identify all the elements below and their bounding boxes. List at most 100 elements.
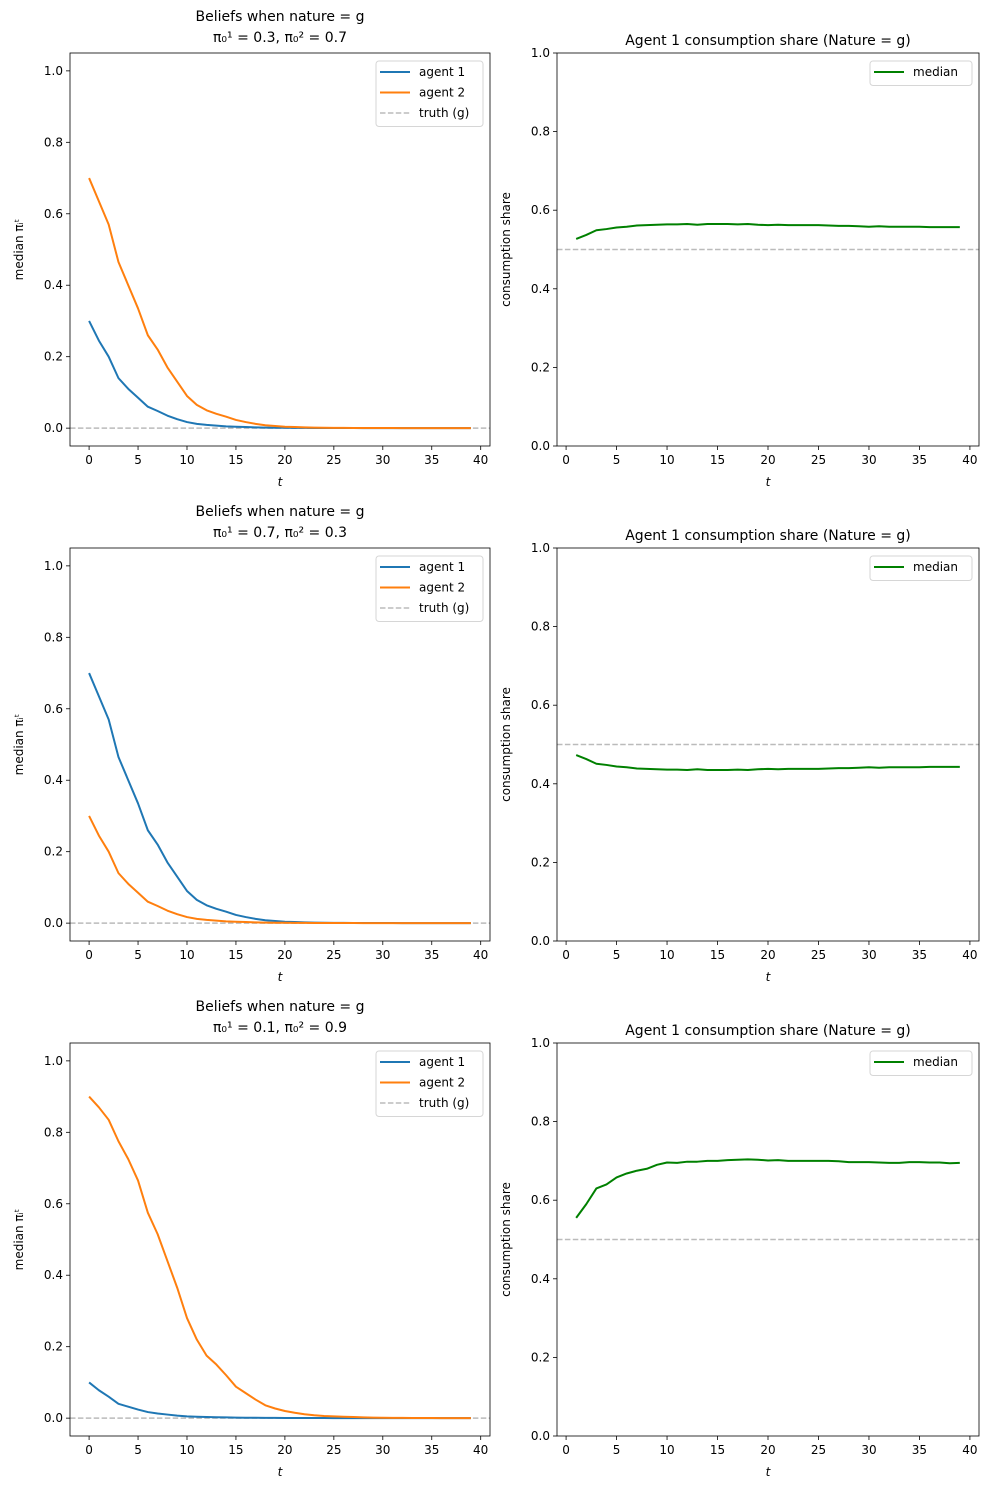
axes-frame	[69, 547, 491, 942]
x-tick-label: 0	[562, 453, 570, 467]
y-tick-label: 1.0	[531, 541, 550, 555]
x-tick-label: 15	[228, 1443, 243, 1457]
y-tick-label: 0.8	[44, 630, 63, 644]
x-tick-label: 25	[326, 453, 341, 467]
y-tick-label: 0.2	[44, 1340, 63, 1354]
axes-frame	[69, 1042, 491, 1437]
x-axis-label: t	[278, 475, 284, 489]
y-tick-label: 0.0	[531, 1429, 550, 1443]
x-tick-label: 25	[811, 453, 826, 467]
axes-frame	[69, 52, 491, 447]
y-tick-label: 0.6	[531, 698, 550, 712]
series-line-agent-2	[88, 815, 471, 925]
x-tick-label: 0	[85, 948, 93, 962]
x-tick-label: 0	[562, 948, 570, 962]
y-tick-label: 0.8	[531, 1115, 550, 1129]
subplot-1: Beliefs when nature = g π₀¹ = 0.3, π₀² = …	[12, 9, 491, 489]
chart-subtitle: π₀¹ = 0.3, π₀² = 0.7	[213, 30, 347, 46]
x-tick-label: 0	[85, 1443, 93, 1457]
x-tick-label: 40	[473, 948, 488, 962]
axes-frame	[556, 1042, 980, 1437]
chart-title: Agent 1 consumption share (Nature = g)	[625, 1023, 911, 1039]
y-tick-label: 0.4	[44, 1268, 63, 1282]
x-tick-label: 20	[760, 453, 775, 467]
x-tick-label: 40	[962, 948, 977, 962]
x-tick-label: 35	[912, 453, 927, 467]
x-axis-label: t	[766, 1465, 772, 1479]
x-tick-label: 20	[277, 1443, 292, 1457]
y-axis-label: consumption share	[499, 192, 513, 307]
legend-label: agent 2	[419, 1076, 465, 1090]
x-tick-label: 10	[659, 453, 674, 467]
y-tick-label: 0.6	[44, 207, 63, 221]
y-axis-label: median πᵢᵗ	[12, 714, 26, 776]
legend-box	[375, 1050, 484, 1117]
legend: median	[869, 555, 973, 581]
y-tick-label: 1.0	[44, 559, 63, 573]
chart-subtitle: π₀¹ = 0.1, π₀² = 0.9	[213, 1020, 347, 1036]
x-tick-label: 25	[811, 1443, 826, 1457]
chart-title: Beliefs when nature = g	[196, 999, 365, 1015]
legend-label: agent 1	[419, 1055, 465, 1069]
series-line-agent-2	[88, 177, 471, 430]
y-tick-label: 0.0	[44, 1411, 63, 1425]
legend-box	[869, 1050, 973, 1076]
y-tick-label: 0.8	[44, 135, 63, 149]
x-tick-label: 40	[962, 1443, 977, 1457]
y-tick-label: 0.8	[531, 125, 550, 139]
y-tick-label: 0.0	[531, 439, 550, 453]
legend: agent 1 agent 2 truth (g)	[375, 1050, 484, 1117]
series-line-agent-2	[88, 1095, 471, 1420]
x-tick-label: 15	[228, 948, 243, 962]
x-tick-label: 40	[962, 453, 977, 467]
x-tick-label: 5	[134, 948, 142, 962]
y-tick-label: 0.4	[44, 773, 63, 787]
x-tick-label: 30	[375, 1443, 390, 1457]
subplot-5: Beliefs when nature = g π₀¹ = 0.1, π₀² = …	[12, 999, 491, 1479]
x-tick-label: 20	[277, 453, 292, 467]
y-tick-label: 0.4	[531, 777, 550, 791]
y-tick-label: 0.2	[531, 855, 550, 869]
y-tick-label: 0.4	[531, 1272, 550, 1286]
chart-title: Agent 1 consumption share (Nature = g)	[625, 33, 911, 49]
y-axis-label: consumption share	[499, 687, 513, 802]
x-tick-label: 5	[134, 1443, 142, 1457]
y-tick-label: 0.6	[531, 203, 550, 217]
series-line-agent-1	[88, 320, 471, 430]
legend-label: median	[913, 560, 958, 574]
x-axis-label: t	[766, 475, 772, 489]
y-tick-label: 1.0	[44, 64, 63, 78]
x-tick-label: 35	[424, 453, 439, 467]
x-tick-label: 25	[326, 1443, 341, 1457]
x-tick-label: 25	[811, 948, 826, 962]
series-line-median	[575, 754, 960, 772]
y-tick-label: 1.0	[44, 1054, 63, 1068]
chart-title: Beliefs when nature = g	[196, 9, 365, 25]
legend: agent 1 agent 2 truth (g)	[375, 60, 484, 127]
subplot-2: Agent 1 consumption share (Nature = g) 0 5…	[499, 33, 980, 489]
series-line-agent-1	[88, 672, 471, 925]
x-tick-label: 5	[613, 1443, 621, 1457]
x-tick-label: 5	[613, 948, 621, 962]
x-tick-label: 10	[179, 453, 194, 467]
x-tick-label: 20	[760, 948, 775, 962]
x-tick-label: 30	[861, 453, 876, 467]
x-tick-label: 35	[912, 948, 927, 962]
y-tick-label: 0.4	[44, 278, 63, 292]
x-tick-label: 30	[861, 948, 876, 962]
chart-subtitle: π₀¹ = 0.7, π₀² = 0.3	[213, 525, 347, 541]
legend: median	[869, 60, 973, 86]
legend-box	[869, 555, 973, 581]
x-tick-label: 40	[473, 453, 488, 467]
y-tick-label: 0.6	[531, 1193, 550, 1207]
legend-label: median	[913, 1055, 958, 1069]
legend: agent 1 agent 2 truth (g)	[375, 555, 484, 622]
legend-box	[375, 555, 484, 622]
legend-label: agent 2	[419, 86, 465, 100]
y-tick-label: 0.8	[44, 1125, 63, 1139]
legend-label: agent 1	[419, 65, 465, 79]
x-tick-label: 20	[760, 1443, 775, 1457]
chart-title: Beliefs when nature = g	[196, 504, 365, 520]
x-tick-label: 0	[85, 453, 93, 467]
